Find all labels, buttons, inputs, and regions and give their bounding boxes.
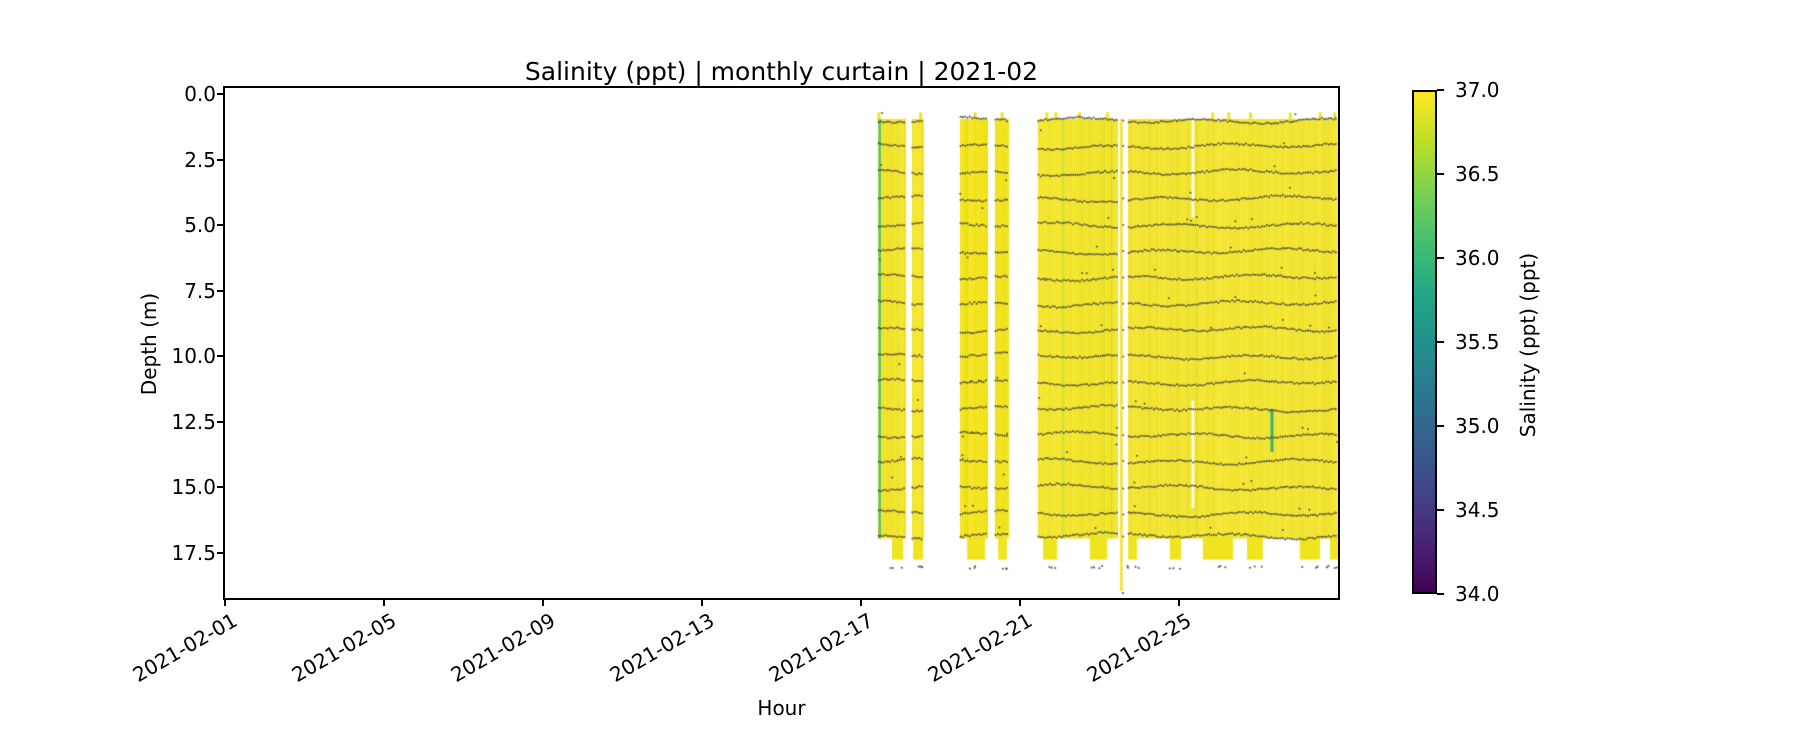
- x-tick: [1178, 599, 1180, 606]
- y-tick-label: 10.0: [171, 344, 216, 369]
- x-tick: [1019, 599, 1021, 606]
- y-tick: [217, 420, 224, 423]
- y-tick: [217, 289, 224, 292]
- y-tick-label: 5.0: [184, 213, 216, 238]
- colorbar-tick: [1437, 509, 1444, 511]
- x-tick-label: 2021-02-05: [287, 608, 400, 687]
- x-tick-label: 2021-02-01: [128, 608, 241, 687]
- x-tick: [542, 599, 544, 606]
- x-tick-label: 2021-02-25: [1082, 608, 1195, 687]
- y-tick-label: 12.5: [171, 409, 216, 434]
- y-tick: [217, 224, 224, 227]
- plot-area-frame: [223, 86, 1340, 600]
- colorbar-tick: [1437, 257, 1444, 259]
- x-tick-label: 2021-02-09: [446, 608, 559, 687]
- y-tick-label: 15.0: [171, 475, 216, 500]
- x-axis-label: Hour: [757, 696, 806, 720]
- y-tick: [217, 355, 224, 358]
- y-tick-label: 17.5: [171, 541, 216, 566]
- x-tick: [860, 599, 862, 606]
- y-tick-label: 7.5: [184, 278, 216, 303]
- curtain-heatmap-canvas: [225, 88, 1338, 598]
- y-tick: [217, 158, 224, 161]
- colorbar-tick-label: 36.0: [1455, 246, 1500, 270]
- x-tick: [701, 599, 703, 606]
- y-tick: [217, 93, 224, 95]
- colorbar-tick-label: 35.5: [1455, 330, 1500, 354]
- colorbar-tick: [1437, 341, 1444, 343]
- colorbar-tick-label: 35.0: [1455, 414, 1500, 438]
- colorbar-tick: [1437, 173, 1444, 175]
- x-tick: [383, 599, 385, 606]
- colorbar-tick: [1437, 593, 1444, 595]
- colorbar-tick-label: 34.0: [1455, 582, 1500, 606]
- y-tick: [217, 552, 224, 555]
- colorbar-tick: [1437, 425, 1444, 427]
- x-tick-label: 2021-02-21: [923, 608, 1036, 687]
- colorbar-tick-label: 36.5: [1455, 162, 1500, 186]
- y-tick-label: 0.0: [184, 82, 216, 106]
- chart-title: Salinity (ppt) | monthly curtain | 2021-…: [524, 57, 1039, 86]
- colorbar: [1412, 90, 1437, 594]
- x-tick-label: 2021-02-13: [605, 608, 718, 687]
- colorbar-label: Salinity (ppt) (ppt): [1516, 252, 1540, 438]
- x-tick: [224, 599, 226, 606]
- y-tick-label: 2.5: [184, 147, 216, 172]
- colorbar-tick: [1437, 89, 1444, 91]
- y-tick: [217, 486, 224, 489]
- colorbar-tick-label: 37.0: [1455, 78, 1500, 102]
- colorbar-tick-label: 34.5: [1455, 498, 1500, 522]
- x-tick-label: 2021-02-17: [764, 608, 877, 687]
